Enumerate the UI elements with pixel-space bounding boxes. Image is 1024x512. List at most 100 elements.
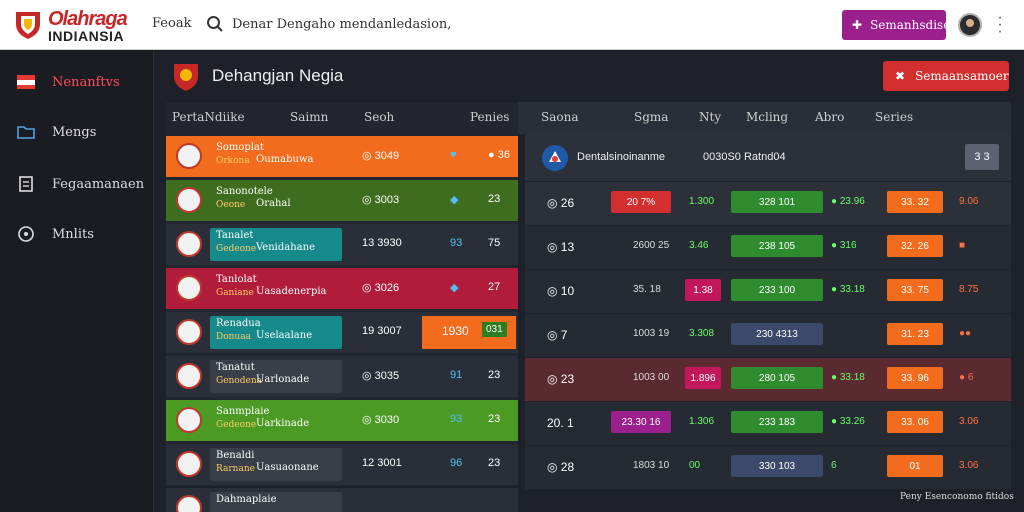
circle-info-icon bbox=[18, 226, 34, 242]
col-header[interactable]: Abro bbox=[815, 110, 845, 124]
row-cell: 31. 23 bbox=[887, 323, 943, 345]
row-value: 1930 bbox=[442, 324, 469, 338]
team-sub: Ganiane bbox=[216, 288, 254, 298]
row-cell: ● 33.26 bbox=[831, 416, 865, 427]
row-value: 23 bbox=[488, 193, 501, 205]
col-header[interactable]: Saimn bbox=[290, 110, 329, 124]
footer-note: Peny Esenconomo fitidos bbox=[900, 492, 1014, 502]
team-crest-icon bbox=[542, 145, 568, 171]
col-header[interactable]: Saona bbox=[541, 110, 579, 124]
close-icon: ✖ bbox=[895, 69, 906, 83]
row-value: 23 bbox=[488, 457, 501, 469]
row-id: ◎ 23 bbox=[547, 372, 575, 386]
sidebar-item-mengs[interactable]: Mengs bbox=[0, 112, 154, 152]
row-cell: 1.38 bbox=[685, 279, 721, 301]
row-cell: ● 33.18 bbox=[831, 284, 865, 295]
team-desc: Venidahane bbox=[256, 242, 315, 253]
table-row[interactable]: ◎ 10 35. 18 1.38 233 100 ● 33.18 33. 75 8.75 bbox=[525, 270, 1011, 314]
team-crest-icon bbox=[176, 407, 202, 433]
top-action-button[interactable]: ✚ Semanhsdise bbox=[842, 10, 950, 40]
team-sub: Donuaa bbox=[216, 332, 251, 342]
brand-logo[interactable]: Olahraga INDIANSIA bbox=[14, 8, 154, 44]
row-value: ◆ bbox=[450, 194, 459, 206]
table-row[interactable]: Tanlolat Ganiane Uasadenerpia ◎ 3026 ◆ 27 bbox=[166, 268, 518, 309]
row-cell: 6 bbox=[831, 460, 837, 471]
team-crest-icon bbox=[176, 363, 202, 389]
row-cell: 1003 19 bbox=[633, 328, 670, 339]
team-name: Sanonotele bbox=[216, 186, 273, 197]
team-chip bbox=[210, 228, 342, 261]
row-cell: 233 183 bbox=[731, 411, 823, 433]
search-input[interactable] bbox=[232, 13, 532, 35]
table-row[interactable]: ◎ 7 1003 19 3.308 230 4313 31. 23 ●● bbox=[525, 314, 1011, 358]
team-crest-icon bbox=[176, 451, 202, 477]
col-header[interactable]: Nty bbox=[699, 110, 722, 124]
row-cell: 33. 96 bbox=[887, 367, 943, 389]
right-header-badge[interactable]: 3 3 bbox=[965, 144, 999, 170]
row-cell: 35. 18 bbox=[633, 284, 661, 295]
team-desc: Uasadenerpia bbox=[256, 286, 327, 297]
table-row[interactable]: ◎ 26 20 7% 1.300 328 101 ● 23.96 33. 32 9.06 bbox=[525, 182, 1011, 226]
row-id: ◎ 7 bbox=[547, 328, 568, 342]
sidebar-item-label: Nenanftvs bbox=[52, 74, 120, 90]
row-value: 031 bbox=[482, 322, 507, 337]
team-desc: Uselaalane bbox=[256, 330, 313, 341]
row-cell: 3.06 bbox=[959, 416, 979, 427]
sidebar-item-label: Fegaamanaen bbox=[52, 176, 145, 192]
team-name: Somoplat bbox=[216, 142, 264, 153]
table-row[interactable]: Sanmplaie Gedeone Uarkinade ◎ 3030 93 23 bbox=[166, 400, 518, 441]
sidebar-item-mnlits[interactable]: Mnlits bbox=[0, 214, 154, 254]
top-action-label: Semanhsdise bbox=[870, 18, 951, 32]
col-header[interactable]: Sgma bbox=[634, 110, 669, 124]
row-score: ◎ 3049 bbox=[362, 150, 400, 162]
brand-line2: INDIANSIA bbox=[48, 28, 125, 44]
col-header[interactable]: PertaNdiike bbox=[172, 110, 245, 124]
sidebar-item-nenanftvs[interactable]: Nenanftvs bbox=[0, 62, 154, 102]
row-id: 20. 1 bbox=[547, 416, 574, 430]
right-header-row[interactable]: Dentalsinoinanme 0030S0 Ratnd04 3 3 bbox=[525, 134, 1011, 182]
team-name: Renadua bbox=[216, 318, 261, 329]
col-header[interactable]: Penies bbox=[470, 110, 510, 124]
table-row[interactable]: Tanatut Genodena Uarlonade ◎ 3035 91 23 bbox=[166, 356, 518, 397]
row-cell: 00 bbox=[689, 460, 701, 471]
team-chip bbox=[210, 316, 342, 349]
row-value: 96 bbox=[450, 457, 463, 469]
team-crest-icon bbox=[176, 319, 202, 345]
folder-icon bbox=[17, 126, 35, 139]
row-id: ◎ 10 bbox=[547, 284, 575, 298]
row-id: ◎ 28 bbox=[547, 460, 575, 474]
table-row[interactable]: Sanonotele Oeone Orahal ◎ 3003 ◆ 23 bbox=[166, 180, 518, 221]
team-crest-icon bbox=[176, 187, 202, 213]
row-cell: 20 7% bbox=[611, 191, 671, 213]
row-score: ◎ 3026 bbox=[362, 282, 400, 294]
table-row[interactable]: Renadua Donuaa Uselaalane 19 3007 1930 031 bbox=[166, 312, 518, 353]
sidebar-item-fegaamanaen[interactable]: Fegaamanaen bbox=[0, 164, 154, 204]
search-icon[interactable] bbox=[206, 15, 224, 33]
more-icon[interactable]: · · · bbox=[997, 9, 1003, 40]
main-header: Dehangjan Negia ✖ Semaansamoer bbox=[166, 58, 1016, 98]
col-header[interactable]: Seoh bbox=[364, 110, 395, 124]
table-row[interactable]: Tanalet Gedeone Venidahane 13 3930 93 75 bbox=[166, 224, 518, 265]
team-sub: Gedeone bbox=[216, 420, 257, 430]
team-name: Tanlolat bbox=[216, 274, 257, 285]
row-value: ◆ bbox=[450, 282, 459, 294]
table-row[interactable]: ◎ 23 1003 00 1.896 280 105 ● 33.18 33. 96 ● 6 bbox=[525, 358, 1011, 402]
sidebar: Nenanftvs Mengs Fegaamanaen Mnlits bbox=[0, 50, 154, 512]
table-row[interactable]: ◎ 28 1803 10 00 330 103 6 01 3.06 bbox=[525, 446, 1011, 490]
row-cell: 328 101 bbox=[731, 191, 823, 213]
page-title: Dehangjan Negia bbox=[212, 66, 344, 85]
shield-logo-icon bbox=[16, 12, 40, 39]
table-row[interactable]: ◎ 13 2600 25 3.46 238 105 ● 316 32. 26 ■ bbox=[525, 226, 1011, 270]
header-action-button[interactable]: ✖ Semaansamoer bbox=[883, 61, 1009, 91]
col-header[interactable]: Mcling bbox=[746, 110, 789, 124]
row-cell: 2600 25 bbox=[633, 240, 670, 251]
row-score: ◎ 3030 bbox=[362, 414, 400, 426]
table-row[interactable]: 20. 1 23.30 16 1.306 233 183 ● 33.26 33. 06 3.… bbox=[525, 402, 1011, 446]
table-row[interactable]: Somoplat Orkona Oumabuwa ◎ 3049 ♥ ● 36 bbox=[166, 136, 518, 177]
row-value: 93 bbox=[450, 237, 463, 249]
row-value: 91 bbox=[450, 369, 463, 381]
col-header[interactable]: Series bbox=[875, 110, 914, 124]
avatar[interactable] bbox=[958, 13, 982, 37]
table-row[interactable]: Benaldi Rarnane Uasuaonane 12 3001 96 23 bbox=[166, 444, 518, 485]
table-row[interactable]: Dahmaplaie bbox=[166, 488, 518, 512]
